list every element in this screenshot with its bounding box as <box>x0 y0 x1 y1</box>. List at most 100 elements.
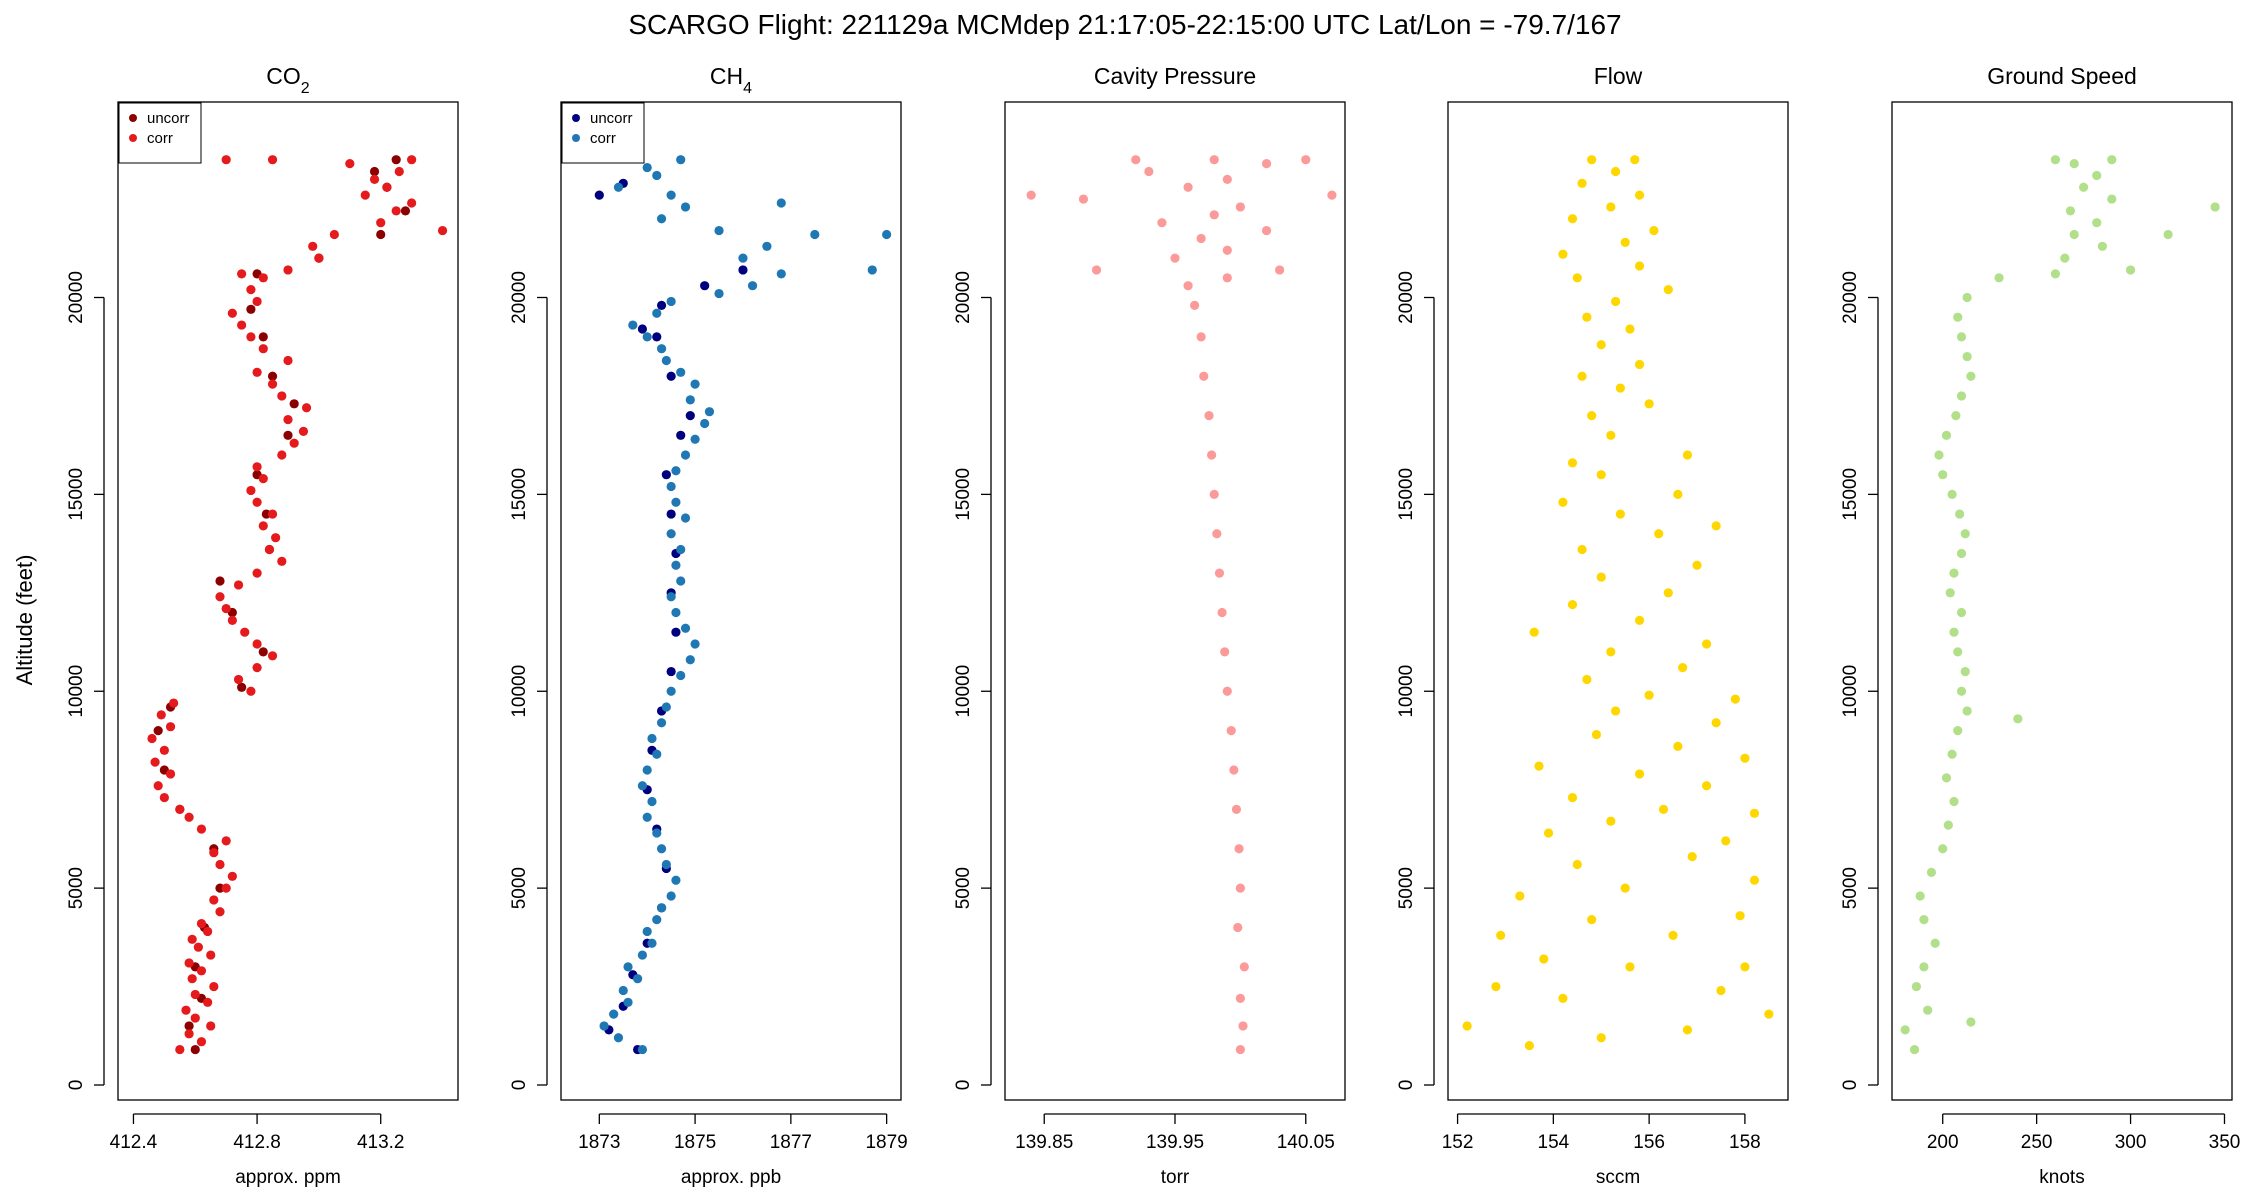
data-point <box>246 686 256 696</box>
data-point <box>1196 332 1206 342</box>
data-point <box>714 225 724 236</box>
data-point <box>1596 572 1606 582</box>
data-point <box>190 989 200 1000</box>
data-point <box>221 883 231 893</box>
x-tick-label: 1875 <box>674 1132 716 1153</box>
data-point <box>1587 411 1597 421</box>
data-point <box>1962 706 1972 716</box>
data-point <box>184 958 194 968</box>
data-point <box>264 544 275 555</box>
plot-frame <box>117 101 459 1101</box>
data-point <box>159 792 169 803</box>
y-tick-label: 0 <box>66 1080 87 1091</box>
data-point <box>700 418 710 429</box>
data-point <box>184 1021 194 1031</box>
data-point <box>666 509 676 519</box>
legend-label: corr <box>147 130 173 147</box>
data-point <box>1026 190 1036 200</box>
data-point <box>1949 568 1959 578</box>
data-point <box>1615 509 1625 519</box>
panel-title-main: Ground Speed <box>1987 63 2137 89</box>
data-point <box>1740 962 1750 972</box>
data-point <box>1951 411 1961 421</box>
data-point <box>252 497 262 507</box>
data-point <box>407 155 417 165</box>
data-point <box>1606 202 1616 212</box>
data-point <box>181 1005 191 1015</box>
data-point <box>776 269 786 279</box>
data-point <box>1678 663 1688 673</box>
data-point <box>376 229 386 240</box>
data-point <box>1941 430 1952 440</box>
data-point <box>360 190 370 200</box>
y-axis-label: Altitude (feet) <box>12 555 37 686</box>
x-axis-label: approx. ppb <box>681 1167 781 1188</box>
data-point <box>258 474 268 484</box>
data-point <box>1587 915 1597 925</box>
data-point <box>2125 265 2136 275</box>
data-point <box>1668 930 1678 940</box>
data-point <box>666 371 676 381</box>
data-point <box>345 159 355 169</box>
data-point <box>642 926 652 937</box>
data-point <box>1956 391 1967 401</box>
data-point <box>1577 371 1587 381</box>
data-point <box>1711 521 1721 531</box>
data-point <box>1170 253 1180 263</box>
x-axis-label: sccm <box>1596 1167 1640 1188</box>
data-point <box>1966 1017 1976 1027</box>
data-point <box>277 450 287 460</box>
panel-title-subscript: 4 <box>743 80 752 97</box>
data-point <box>1233 922 1243 933</box>
data-point <box>867 265 877 275</box>
data-point <box>666 529 676 539</box>
y-tick-label: 15000 <box>66 468 87 521</box>
series-corr <box>1462 155 1774 1051</box>
data-point <box>369 166 380 177</box>
data-point <box>1701 639 1712 649</box>
data-point <box>196 1037 207 1047</box>
data-point <box>1909 1044 1920 1055</box>
x-tick-label: 139.95 <box>1146 1132 1204 1153</box>
data-point <box>656 903 667 913</box>
data-point <box>810 229 820 240</box>
data-point <box>594 190 604 200</box>
legend-box <box>118 102 202 164</box>
data-point <box>215 576 225 586</box>
legend-label: uncorr <box>590 110 633 127</box>
data-point <box>1994 273 2004 283</box>
y-tick-label: 20000 <box>66 271 87 324</box>
data-point <box>2069 229 2079 240</box>
data-point <box>671 875 681 885</box>
panel-title: CO2 <box>266 63 310 97</box>
data-point <box>1222 245 1232 255</box>
data-point <box>203 926 213 937</box>
data-point <box>289 438 299 448</box>
data-point <box>1938 470 1948 480</box>
data-point <box>1960 666 1970 677</box>
data-point <box>1919 962 1929 972</box>
data-point <box>233 580 244 590</box>
data-point <box>661 470 671 480</box>
data-point <box>1534 761 1544 771</box>
panel-cavity: Cavity Pressure 0 5000 10000 15000 20000 139.8… <box>953 63 1346 1188</box>
data-point <box>652 915 662 925</box>
data-point <box>680 202 691 212</box>
data-point <box>227 615 237 625</box>
panel-title-subscript: 2 <box>301 80 310 97</box>
data-point <box>1301 155 1311 165</box>
data-point <box>1956 607 1967 618</box>
data-point <box>685 395 695 405</box>
data-point <box>685 655 695 665</box>
data-point <box>1634 261 1645 271</box>
y-tick-label: 20000 <box>953 271 974 324</box>
data-point <box>1214 568 1225 578</box>
data-point <box>1239 962 1249 972</box>
data-point <box>671 497 681 507</box>
data-point <box>613 1033 624 1043</box>
data-point <box>1220 647 1230 657</box>
data-point <box>2097 241 2107 251</box>
data-point <box>1572 859 1582 870</box>
data-point <box>1238 1021 1248 1031</box>
data-point <box>1222 174 1232 184</box>
